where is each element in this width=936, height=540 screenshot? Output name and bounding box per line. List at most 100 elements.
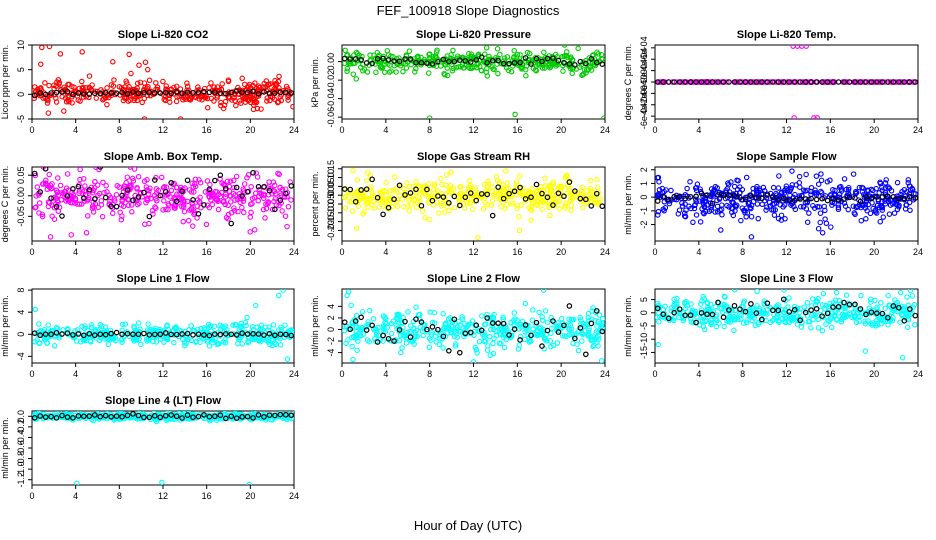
data-point — [750, 79, 756, 85]
data-point — [541, 336, 548, 342]
data-point — [350, 71, 357, 77]
data-point — [494, 177, 501, 184]
hourly-point — [588, 203, 595, 209]
data-point — [864, 187, 871, 193]
data-point — [144, 177, 150, 183]
data-point — [414, 200, 421, 206]
data-point — [397, 192, 403, 199]
hourly-point — [228, 331, 235, 338]
data-point — [220, 105, 227, 112]
data-point — [475, 328, 482, 334]
data-point — [77, 167, 83, 173]
data-point — [671, 302, 677, 309]
data-point — [865, 318, 871, 324]
data-point — [342, 47, 348, 54]
hourly-point — [896, 79, 902, 85]
data-point — [262, 215, 268, 221]
data-point — [767, 304, 773, 311]
hourly-point — [748, 79, 754, 85]
hourly-point — [764, 191, 771, 198]
data-point — [430, 202, 437, 208]
data-point — [862, 321, 869, 327]
data-point — [841, 176, 848, 182]
data-point — [491, 326, 497, 333]
data-point — [182, 342, 188, 349]
hourly-point — [577, 58, 584, 65]
hourly-point — [162, 89, 169, 96]
hourly-point — [544, 194, 551, 201]
hourly-point — [671, 79, 677, 85]
hourly-point — [222, 331, 229, 337]
data-point — [239, 93, 246, 99]
points-group — [32, 167, 294, 240]
points-group — [655, 289, 918, 361]
data-point — [883, 177, 889, 183]
data-point — [184, 83, 191, 90]
data-point — [778, 190, 785, 196]
hourly-point — [775, 307, 782, 314]
hourly-point — [446, 200, 452, 206]
hourly-point — [533, 181, 540, 188]
hourly-point — [693, 193, 699, 200]
hourly-point — [135, 412, 142, 419]
data-point — [342, 194, 348, 201]
data-point — [44, 100, 51, 106]
data-point — [94, 182, 101, 188]
data-point — [373, 331, 380, 338]
outlier-point — [280, 289, 286, 293]
hourly-point — [539, 190, 545, 197]
hourly-point — [467, 59, 474, 65]
data-point — [245, 96, 251, 103]
data-point — [230, 331, 237, 337]
data-point — [815, 325, 822, 331]
data-point — [380, 313, 387, 319]
hourly-point — [255, 91, 262, 97]
data-point — [701, 210, 707, 217]
y-tick-label: -0.10 — [326, 203, 336, 224]
hourly-point — [75, 90, 82, 96]
data-point — [76, 201, 83, 207]
data-point — [269, 94, 276, 101]
data-point — [80, 176, 87, 182]
data-point — [80, 94, 87, 100]
x-tick-label: 20 — [245, 125, 255, 135]
y-tick-label: 0 — [639, 310, 649, 315]
hourly-point — [671, 309, 677, 316]
hourly-point — [97, 90, 104, 97]
data-point — [171, 325, 178, 331]
data-point — [184, 80, 190, 86]
data-point — [566, 186, 573, 193]
hourly-point — [418, 319, 425, 325]
hourly-point — [113, 329, 120, 336]
data-point — [547, 64, 553, 71]
data-point — [729, 209, 735, 216]
panel-title: Slope Line 3 Flow — [740, 273, 833, 285]
hourly-point — [173, 413, 180, 420]
data-point — [772, 207, 778, 213]
data-point — [105, 341, 112, 348]
data-point — [524, 188, 530, 194]
hourly-point — [250, 415, 256, 421]
data-point — [698, 301, 704, 307]
hourly-point — [550, 318, 556, 324]
data-point — [775, 305, 782, 312]
data-point — [596, 312, 603, 318]
data-point — [862, 202, 869, 208]
data-point — [119, 337, 125, 343]
data-point — [571, 333, 578, 339]
data-point — [445, 316, 452, 322]
data-point — [845, 186, 852, 193]
outlier-point — [57, 51, 64, 57]
data-point — [487, 326, 494, 333]
hourly-point — [70, 91, 76, 98]
data-point — [244, 314, 250, 321]
data-point — [55, 77, 62, 83]
data-point — [259, 326, 265, 333]
data-point — [709, 320, 715, 327]
x-tick-label: 0 — [29, 125, 34, 135]
points-group — [655, 168, 918, 240]
data-point — [744, 210, 751, 216]
data-point — [730, 212, 737, 219]
hourly-point — [506, 332, 512, 338]
data-point — [752, 322, 758, 329]
